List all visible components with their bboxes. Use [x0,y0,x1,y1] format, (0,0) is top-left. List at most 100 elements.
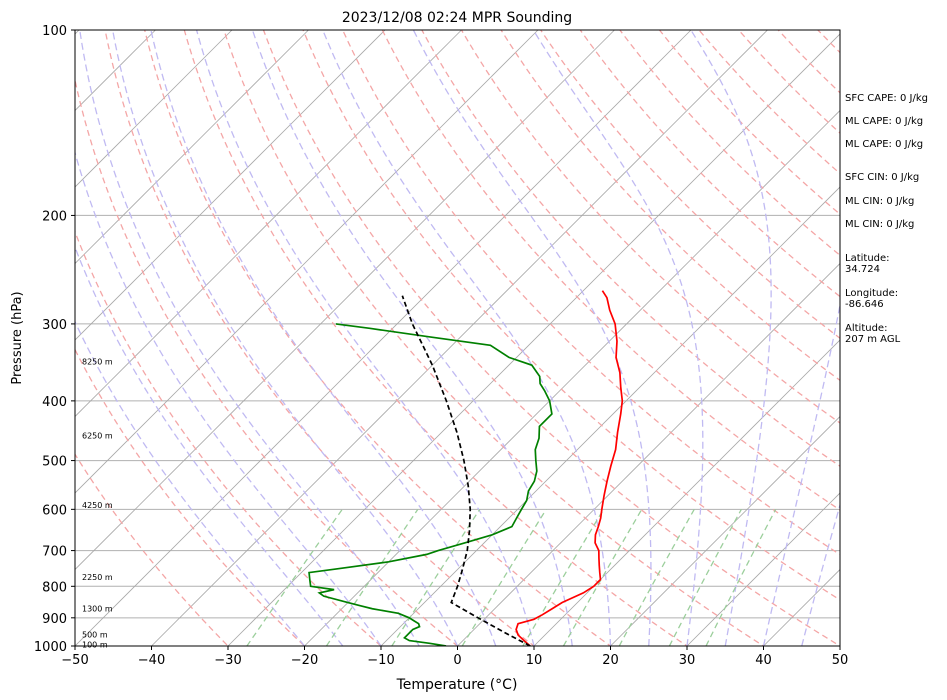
moist-adiabat-line [532,30,704,646]
height-label: 100 m [82,641,108,650]
dry-adiabat-line [75,77,459,646]
moist-adiabat-line [75,245,344,646]
sounding-series [308,290,624,646]
isotherm-line [151,30,768,646]
sfc-cape-text: SFC CAPE: 0 J/kg [845,93,928,104]
dry-adiabat-line [539,30,840,340]
dry-adiabat-line [500,30,840,382]
isotherm-line [75,30,692,646]
isotherm-line [75,30,233,188]
ml-cape-text-2: ML CAPE: 0 J/kg [845,139,924,150]
isotherm-line [380,186,840,646]
y-tick-label: 700 [42,545,67,560]
y-tick-label: 900 [42,612,67,627]
mixing-ratio-line [522,509,605,646]
isotherm-line [75,30,462,418]
isotherm-line [533,339,840,646]
mixing-ratio-line [705,509,777,646]
height-label: 8250 m [82,357,113,366]
latitude-block: Latitude: 34.724 [845,253,890,275]
x-tick-label: 30 [679,653,696,668]
mixing-ratio-line [618,509,695,646]
height-label: 1300 m [82,605,113,614]
height-label: 500 m [82,631,108,640]
latitude-value: 34.724 [845,264,880,275]
x-tick-label: 0 [453,653,461,668]
x-tick-label: −20 [291,653,318,668]
chart-title: 2023/12/08 02:24 MPR Sounding [342,10,572,26]
dewpoint-profile [308,323,553,646]
mixing-ratio-line [461,508,547,646]
dry-adiabat-line [75,348,306,646]
x-tick-label: 10 [526,653,543,668]
y-tick-label: 600 [42,503,67,518]
longitude-value: -86.646 [845,299,884,310]
moist-adiabat-line [150,30,497,646]
height-label: 4250 m [82,501,113,510]
dry-adiabat-line [104,30,536,646]
y-axis-label: Pressure (hPa) [10,291,25,384]
mixing-ratio-line [325,508,419,646]
moist-adiabat-line [322,30,612,646]
moist-adiabat-line [112,30,459,646]
latitude-label: Latitude: [845,253,890,264]
mixing-ratio-line [391,508,481,646]
background-lines [0,30,840,646]
dry-adiabat-line [737,30,840,134]
moist-adiabat-line [801,502,840,646]
moist-adiabat-line [251,30,573,646]
isotherm-line [686,492,840,646]
height-label: 2250 m [82,573,113,582]
mixing-ratio-line [562,509,643,646]
x-tick-label: −40 [138,653,165,668]
isotherm-line [75,30,309,265]
altitude-label: Altitude: [845,323,888,334]
dry-adiabat-line [75,453,229,646]
mixing-ratio-line [668,509,742,646]
dry-adiabat-line [144,30,612,646]
altitude-value: 207 m AGL [845,334,901,345]
moist-adiabat-line [412,30,652,646]
moist-adiabat-line [75,320,306,646]
y-tick-label: 1000 [34,640,67,655]
y-tick-label: 200 [42,209,67,224]
ml-cin-text-2: ML CIN: 0 J/kg [845,219,915,230]
altitude-block: Altitude: 207 m AGL [845,323,900,345]
x-axis: −50 −40 −30 −20 −10 0 10 20 30 40 50 [61,646,848,668]
dry-adiabat-line [460,30,840,424]
x-tick-label: 40 [755,653,772,668]
isotherm-line [75,30,386,341]
x-tick-label: 50 [832,653,849,668]
longitude-label: Longitude: [845,288,899,299]
y-tick-label: 300 [42,318,67,333]
y-tick-label: 100 [42,24,67,39]
isotherm-line [304,109,840,646]
moist-adiabat-line [79,30,420,646]
isotherm-line [75,30,615,571]
mixing-ratio-line [246,508,343,646]
x-axis-label: Temperature (°C) [396,677,518,693]
plot-frame [74,29,841,647]
moist-adiabat-line [690,30,772,646]
height-label: 6250 m [82,431,113,440]
ml-cin-text-1: ML CIN: 0 J/kg [845,196,915,207]
temperature-profile [515,290,624,646]
isotherm-line [610,415,840,646]
y-axis: 100 200 300 400 500 600 700 800 900 1000 [34,24,75,655]
isotherm-line [457,262,840,646]
y-tick-label: 800 [42,580,67,595]
dry-adiabat-line [262,30,840,646]
dry-adiabat-line [75,230,382,646]
y-tick-label: 500 [42,455,67,470]
x-tick-label: −50 [61,653,88,668]
dry-adiabat-line [183,30,689,646]
longitude-block: Longitude: -86.646 [845,288,898,310]
isotherm-line [75,30,539,494]
sfc-cin-text: SFC CIN: 0 J/kg [845,172,920,183]
moist-adiabat-line [195,30,535,646]
y-tick-label: 400 [42,395,67,410]
parcel-profile [401,295,531,646]
isotherm-line [0,30,3,646]
